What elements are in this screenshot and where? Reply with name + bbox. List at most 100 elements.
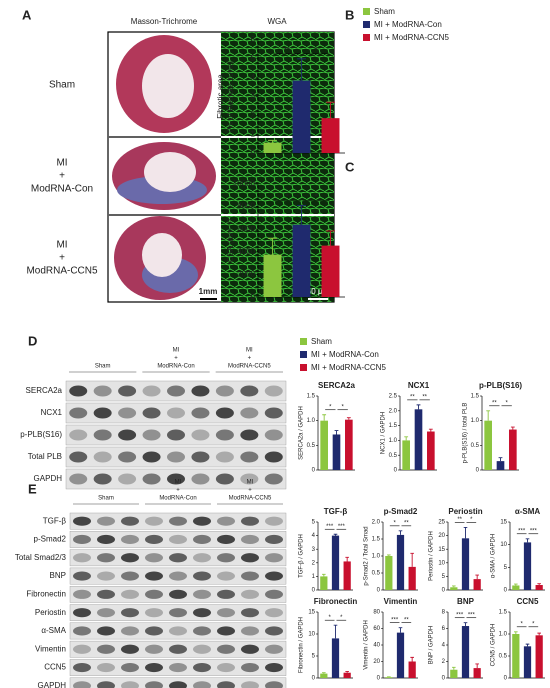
group-label: MI	[175, 480, 182, 486]
blot-band	[142, 473, 161, 485]
blot-band	[191, 473, 210, 485]
blot-band	[167, 451, 185, 463]
blot-band	[145, 608, 163, 618]
blot-band	[93, 407, 112, 419]
blot-band	[265, 516, 283, 526]
y-tick-label: 2	[251, 110, 256, 119]
blot-band	[69, 451, 88, 463]
y-tick-label: 2.0	[389, 408, 398, 414]
blot-band	[73, 589, 91, 599]
group-label: ModRNA-CCN5	[229, 496, 272, 502]
bar	[385, 677, 393, 678]
blot-band	[73, 571, 91, 581]
error-bar	[525, 538, 530, 543]
y-axis-label: α-SMA / GAPDH	[491, 534, 497, 578]
y-axis-label: SERCA2a / GAPDH	[299, 406, 305, 460]
error-bar	[404, 436, 409, 441]
y-tick-label: 20	[373, 659, 380, 665]
panel-letter: B	[345, 7, 354, 22]
error-bar	[387, 554, 391, 556]
error-bar	[514, 583, 518, 586]
blot-band	[265, 553, 283, 563]
bar	[427, 431, 435, 470]
blot-band	[169, 681, 187, 688]
chart-title: Periostin	[448, 507, 482, 516]
legend-swatch	[363, 21, 370, 28]
error-bar	[452, 666, 456, 670]
chart-title: Fibronectin	[314, 597, 358, 606]
significance-label: *	[340, 615, 343, 621]
error-bar	[416, 404, 421, 410]
y-tick-label: 60	[373, 626, 380, 632]
blot-band	[145, 553, 163, 563]
y-axis-label: NCX1 / GAPDH	[381, 412, 387, 454]
blot-band	[167, 429, 185, 441]
legend-swatch	[300, 351, 307, 358]
blot-band	[191, 407, 210, 419]
y-tick-label: 10	[438, 560, 445, 566]
blot-label: CCN5	[44, 663, 66, 672]
bar	[484, 420, 492, 470]
error-bar	[326, 101, 335, 119]
blot-band	[73, 516, 91, 526]
error-bar	[463, 622, 468, 627]
blot-label: NCX1	[41, 408, 63, 417]
blot-label: α-SMA	[41, 626, 66, 635]
bar	[263, 254, 282, 297]
y-axis-label: BNP / GAPDH	[429, 626, 435, 665]
row-label: MI	[56, 240, 67, 251]
y-tick-label: 4000	[237, 247, 255, 256]
error-bar	[498, 457, 503, 462]
error-bar	[525, 643, 530, 647]
bar	[292, 80, 311, 153]
blot-band	[145, 644, 163, 654]
group-label: +	[174, 356, 178, 362]
blot-band	[217, 516, 235, 526]
blot-band	[167, 385, 185, 397]
bar	[450, 669, 458, 678]
blot-band	[265, 589, 283, 599]
blot-label: GAPDH	[38, 681, 67, 688]
bar	[292, 224, 311, 297]
bar	[343, 672, 351, 678]
blot-band	[121, 626, 139, 636]
blot-band	[193, 553, 211, 563]
blot-band	[145, 681, 163, 688]
row-label: ModRNA-CCN5	[26, 266, 98, 277]
error-bar	[514, 631, 518, 634]
blot-band	[118, 451, 137, 463]
blot-band	[215, 429, 234, 441]
blot-band	[241, 608, 259, 618]
blot-band	[118, 473, 137, 485]
y-axis-label: p-PLB(S16) / total PLB	[463, 403, 469, 464]
y-tick-label: 2.0	[372, 520, 381, 526]
group-label: ModRNA-Con	[157, 364, 194, 370]
blot-band	[97, 571, 115, 581]
error-bar	[268, 139, 277, 143]
significance-label: *	[393, 520, 396, 526]
legend-label: MI + ModRNA-CCN5	[311, 363, 386, 372]
y-tick-label: 1.0	[499, 632, 508, 638]
y-tick-label: 8000	[237, 202, 255, 211]
y-tick-label: 1.5	[372, 537, 381, 543]
error-bar	[398, 627, 403, 633]
blot-label: TGF-β	[43, 516, 67, 525]
blot-band	[215, 451, 234, 463]
group-label: +	[248, 488, 252, 494]
significance-label: *	[314, 46, 317, 55]
bar	[321, 245, 340, 297]
blot-band	[241, 534, 259, 545]
blot-band	[240, 473, 259, 485]
y-tick-label: 1.0	[389, 438, 398, 444]
blot-band	[73, 534, 91, 545]
significance-label: **	[422, 394, 427, 400]
blot-band	[217, 662, 235, 673]
blot-band	[121, 608, 139, 618]
y-tick-label: 20	[438, 533, 445, 539]
blot-band	[169, 644, 187, 654]
blot-band	[217, 553, 235, 563]
bar	[320, 420, 328, 470]
bar	[535, 585, 543, 590]
error-bar	[297, 205, 306, 225]
blot-band	[169, 571, 187, 581]
